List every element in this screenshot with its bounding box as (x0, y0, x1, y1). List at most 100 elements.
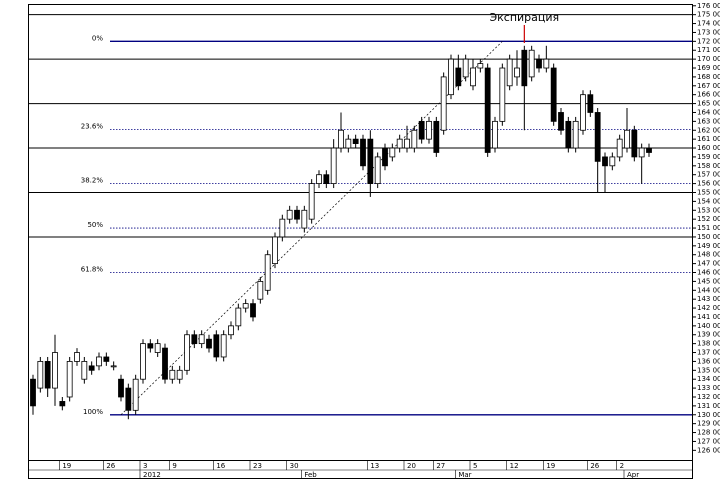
candle-body (558, 112, 564, 131)
x-tick-label: 5 (473, 462, 477, 470)
y-tick-label: 130 000 (697, 411, 720, 419)
y-tick-label: 149 000 (697, 242, 720, 250)
candle-body (477, 63, 484, 69)
candle-body (96, 356, 102, 367)
candle-body (250, 303, 256, 318)
candle-body (235, 307, 242, 327)
candle-body (220, 334, 227, 358)
y-tick-label: 135 000 (697, 366, 720, 374)
candle-body (176, 369, 183, 380)
y-tick-label: 127 000 (697, 437, 720, 445)
candle-body (609, 156, 616, 167)
candle-body (30, 378, 36, 407)
y-tick-label: 126 000 (697, 446, 720, 454)
candle-body (411, 129, 418, 149)
y-tick-label: 158 000 (697, 162, 720, 170)
y-tick-label: 150 000 (697, 233, 720, 241)
y-tick-label: 154 000 (697, 197, 720, 205)
candle-body (44, 361, 51, 389)
candle-body (367, 138, 374, 184)
y-tick-label: 132 000 (697, 393, 720, 401)
candle-body (184, 334, 190, 371)
fib-label: 23.6% (81, 122, 104, 130)
y-tick-label: 131 000 (697, 402, 720, 410)
candle-body (118, 378, 124, 398)
candle-body (462, 58, 469, 78)
x-tick-label: 19 (62, 462, 71, 470)
candle-body (59, 401, 66, 407)
candle-body (66, 361, 73, 398)
candle-body (308, 183, 315, 220)
candle-body (88, 365, 95, 371)
y-tick-label: 128 000 (697, 429, 720, 437)
candle-body (638, 147, 645, 158)
candle-body (103, 356, 110, 362)
candle-body (565, 120, 572, 149)
y-tick-label: 175 000 (697, 11, 720, 19)
candle-body (499, 67, 506, 122)
y-tick-label: 161 000 (697, 135, 720, 143)
y-tick-label: 164 000 (697, 108, 720, 116)
y-tick-label: 143 000 (697, 295, 720, 303)
candle-body (140, 343, 146, 380)
candle-body (506, 58, 513, 87)
fib-label: 61.8% (81, 266, 104, 274)
candle-body (492, 120, 498, 149)
candle-body (154, 343, 161, 353)
candle-body (514, 67, 520, 78)
candle-body (132, 378, 139, 411)
x-tick-label: 12 (510, 462, 519, 470)
y-tick-label: 147 000 (697, 260, 720, 268)
candle-body (74, 352, 80, 362)
y-tick-label: 170 000 (697, 55, 720, 63)
y-tick-label: 159 000 (697, 153, 720, 161)
y-tick-label: 142 000 (697, 304, 720, 312)
y-tick-label: 157 000 (697, 171, 720, 179)
x-tick-label: 19 (546, 462, 555, 470)
candle-body (316, 174, 322, 184)
candle-body (631, 129, 638, 158)
y-tick-label: 145 000 (697, 277, 720, 285)
y-tick-label: 165 000 (697, 100, 720, 108)
y-tick-label: 163 000 (697, 117, 720, 125)
x-tick-label: 26 (106, 462, 115, 470)
candle-body (264, 254, 271, 291)
candle-body (125, 387, 132, 411)
candle-body (404, 138, 410, 149)
y-tick-label: 146 000 (697, 269, 720, 277)
candle-body (206, 338, 212, 349)
candle-body (345, 138, 352, 149)
candle-body (550, 67, 557, 122)
x-tick-label: 2 (620, 462, 624, 470)
candle-body (543, 58, 550, 69)
candle-body (198, 334, 205, 345)
candle-body (272, 236, 278, 265)
x-period-label: Apr (627, 471, 639, 479)
candle-body (440, 76, 447, 131)
y-tick-label: 153 000 (697, 206, 720, 214)
candle-body (426, 120, 432, 140)
y-tick-label: 156 000 (697, 180, 720, 188)
y-tick-label: 148 000 (697, 251, 720, 259)
y-tick-label: 176 000 (697, 2, 720, 10)
plot-frame (28, 4, 693, 461)
candle-body (418, 120, 425, 140)
candle-body (455, 67, 462, 87)
candle-body (521, 49, 528, 87)
fib-label: 100% (83, 408, 103, 416)
x-tick-label: 13 (370, 462, 379, 470)
candle-body (594, 112, 601, 162)
candle-body (147, 343, 154, 349)
fib-label: 38.2% (81, 177, 104, 185)
x-tick-label: 30 (290, 462, 299, 470)
candle-body (191, 334, 198, 345)
candle-body (110, 365, 117, 368)
candle-body (360, 138, 366, 167)
fib-label: 0% (92, 34, 103, 42)
candle-body (580, 94, 586, 131)
candle-body (81, 361, 88, 380)
candle-body (323, 174, 330, 184)
candle-body (37, 361, 44, 389)
x-period-label: Mar (458, 471, 471, 479)
